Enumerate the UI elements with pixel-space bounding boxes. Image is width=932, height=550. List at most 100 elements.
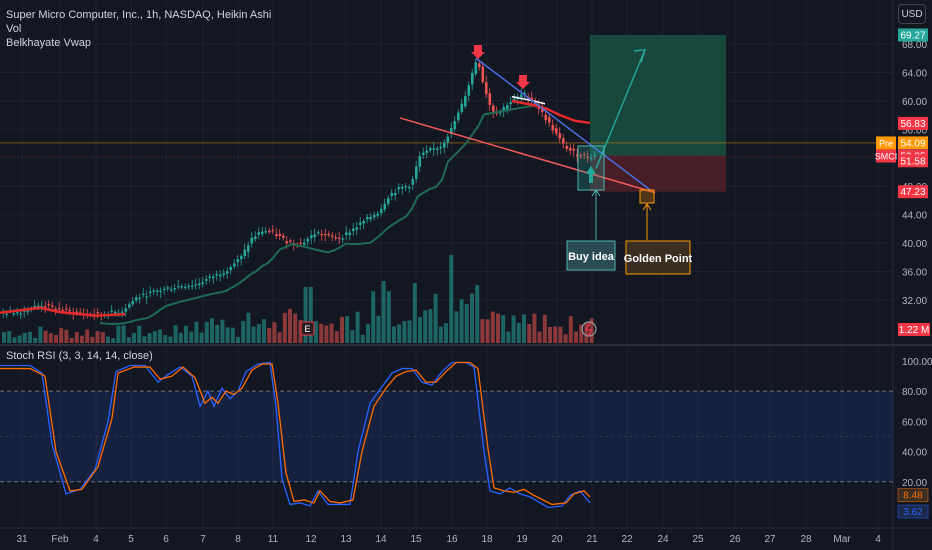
candle-body [320, 233, 324, 236]
volume-bar [163, 335, 168, 343]
time-tick-label: 14 [375, 534, 387, 545]
volume-bar [90, 336, 95, 343]
candle-body [285, 241, 289, 244]
candle-body [313, 234, 317, 238]
candle-body [310, 235, 313, 239]
volume-bar [501, 315, 506, 343]
candle-body [299, 242, 303, 244]
candle-body [208, 276, 212, 279]
volume-bar [475, 285, 480, 343]
volume-bar [272, 322, 277, 343]
volume-value-box [898, 323, 930, 336]
volume-bar [85, 329, 90, 343]
volume-value-label: 1.22 M [899, 325, 930, 336]
stoch-rsi-value-label: 8.48 [903, 491, 923, 502]
price-axis-label: 69.27 [898, 28, 928, 42]
price-tick-label: 68.00 [902, 40, 927, 51]
indicator-vol-label[interactable]: Vol [6, 23, 22, 35]
candle-body [243, 249, 247, 257]
candle-body [376, 213, 380, 216]
volume-bars[interactable] [2, 255, 594, 343]
volume-bar [116, 325, 121, 343]
candle-body [215, 273, 219, 276]
volume-bar [438, 326, 443, 343]
volume-bar [142, 336, 147, 343]
candle-body [131, 301, 135, 305]
candle-body [96, 312, 100, 314]
price-axis-label: Pre 54.09 [876, 136, 928, 150]
volume-bar [392, 326, 396, 343]
volume-bar [59, 328, 64, 343]
candle-body [548, 117, 551, 123]
currency-button[interactable]: USD [898, 4, 926, 24]
candle-body [26, 310, 30, 313]
indicator-vwap-label[interactable]: Belkhayate Vwap [6, 37, 91, 49]
volume-bar [74, 332, 79, 343]
volume-bar [48, 333, 53, 343]
candle-body [75, 311, 79, 313]
price-axis-tag [876, 136, 896, 150]
stoch-rsi-value-box [897, 488, 929, 502]
volume-bar [444, 323, 448, 343]
price-axis-label: 56.83 [898, 116, 928, 130]
time-tick-label: 31 [16, 534, 28, 545]
candle-body [114, 312, 117, 314]
volume-bar [340, 316, 344, 343]
time-tick-label: 22 [621, 534, 633, 545]
stoch-rsi-tick-label: 20.00 [902, 478, 927, 489]
candle-body [502, 107, 506, 112]
candle-body [478, 63, 481, 68]
volume-bar [485, 319, 490, 343]
volume-bar [490, 311, 495, 343]
volume-bar [38, 326, 43, 343]
volume-bar [256, 324, 261, 343]
candle-body [520, 94, 523, 98]
volume-bar [251, 326, 256, 343]
candle-body [58, 308, 61, 310]
candle-body [359, 222, 362, 225]
candle-body [166, 287, 170, 289]
candle-body [471, 73, 474, 85]
volume-bar [449, 255, 454, 343]
price-axis-value: 51.58 [900, 156, 925, 167]
volume-bar [22, 332, 27, 343]
price-axis-value-box [898, 28, 928, 42]
volume-bar [548, 327, 552, 343]
candle-body [275, 234, 278, 237]
price-tick-label: 60.00 [902, 97, 927, 108]
volume-bar [464, 303, 469, 343]
candle-body [331, 235, 334, 237]
candle-body [149, 291, 152, 293]
volume-bar [2, 332, 6, 343]
golden-point-label-box [625, 240, 691, 275]
stoch-rsi-title[interactable]: Stoch RSI (3, 3, 14, 14, close) [6, 350, 153, 362]
candle-body [443, 142, 446, 148]
candle-body [397, 187, 401, 190]
golden-point-box [639, 189, 655, 204]
volume-bar [189, 331, 194, 343]
price-candles[interactable] [2, 58, 597, 321]
candle-body [54, 308, 58, 311]
volume-bar [454, 311, 459, 343]
vwap-band-highlight [511, 95, 546, 105]
volume-bar [371, 291, 376, 343]
volume-bar [506, 331, 511, 343]
time-tick-label: 4 [875, 534, 881, 545]
price-axis-label: 51.58 [898, 154, 928, 168]
candle-body [460, 103, 464, 113]
candle-body [544, 114, 548, 121]
candle-body [422, 152, 425, 156]
volume-bar [423, 310, 428, 343]
buy-idea-label-box [566, 240, 616, 271]
candle-body [394, 192, 397, 196]
volume-bar [558, 326, 563, 343]
volume-bar [522, 314, 526, 343]
volume-bar [568, 316, 573, 343]
volume-bar [355, 311, 360, 343]
price-axis-tag [876, 149, 896, 163]
candle-body [453, 121, 457, 130]
stoch-rsi-tick-label: 100.00 [902, 357, 932, 368]
candle-body [180, 286, 184, 288]
candle-body [145, 296, 149, 298]
